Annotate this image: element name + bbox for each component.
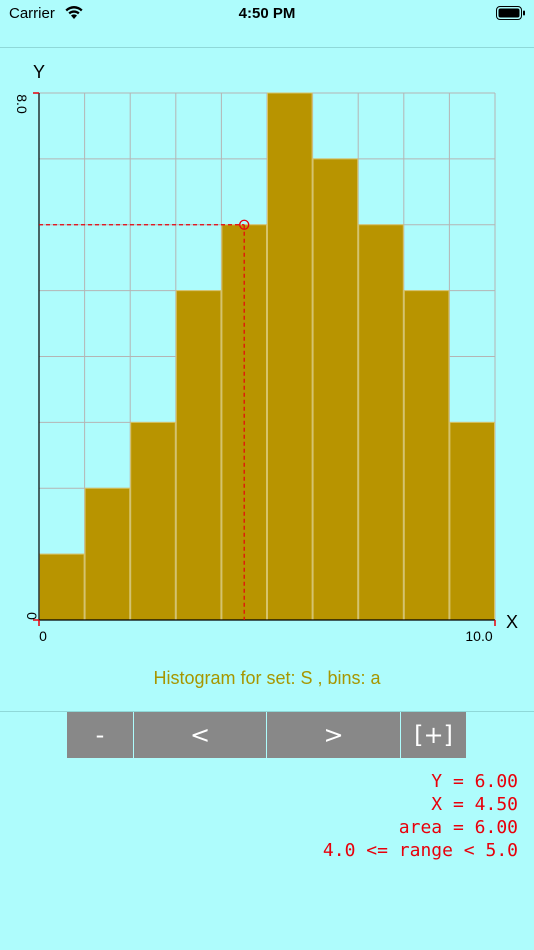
status-bar: Carrier 4:50 PM bbox=[0, 0, 534, 28]
histogram-bar bbox=[403, 290, 450, 621]
histogram-bar bbox=[312, 158, 359, 621]
cursor-marker bbox=[239, 219, 250, 230]
carrier-label: Carrier bbox=[9, 5, 55, 22]
x-tick-label: 0 bbox=[39, 628, 47, 644]
y-axis-label: Y bbox=[33, 62, 45, 82]
header-divider bbox=[0, 47, 534, 48]
bin-controls: - < > [+] bbox=[67, 712, 466, 758]
next-bin-button[interactable]: > bbox=[267, 712, 401, 758]
caption-divider bbox=[0, 711, 534, 712]
readout-range: 4.0 <= range < 5.0 bbox=[322, 840, 518, 861]
readout-panel: Y = 6.00 X = 4.50 area = 6.00 4.0 <= ran… bbox=[323, 770, 518, 862]
histogram-bar bbox=[358, 224, 404, 621]
plus-button[interactable]: [+] bbox=[401, 712, 466, 758]
minus-button[interactable]: - bbox=[67, 712, 134, 758]
readout-y: Y = 6.00 bbox=[431, 771, 518, 792]
readout-x: X = 4.50 bbox=[431, 794, 518, 815]
chart-caption: Histogram for set: S , bins: a bbox=[153, 668, 381, 688]
histogram-bar bbox=[267, 92, 313, 621]
y-tick-label: 8.0 bbox=[14, 94, 30, 114]
y-tick-label: 0 bbox=[24, 612, 40, 620]
wifi-icon bbox=[65, 6, 83, 19]
histogram-bar bbox=[84, 487, 131, 621]
histogram-bar bbox=[39, 553, 85, 621]
histogram-bar bbox=[175, 290, 222, 621]
x-axis-label: X bbox=[506, 612, 518, 632]
clock: 4:50 PM bbox=[238, 5, 296, 22]
readout-area: area = 6.00 bbox=[398, 817, 518, 838]
histogram-chart[interactable]: Y X 0 10.0 0 8.0 bbox=[0, 50, 534, 644]
x-tick-label: 10.0 bbox=[465, 628, 492, 644]
battery-icon bbox=[496, 6, 525, 20]
histogram-bar bbox=[130, 421, 176, 621]
previous-bin-button[interactable]: < bbox=[134, 712, 267, 758]
histogram-bar bbox=[449, 421, 495, 621]
